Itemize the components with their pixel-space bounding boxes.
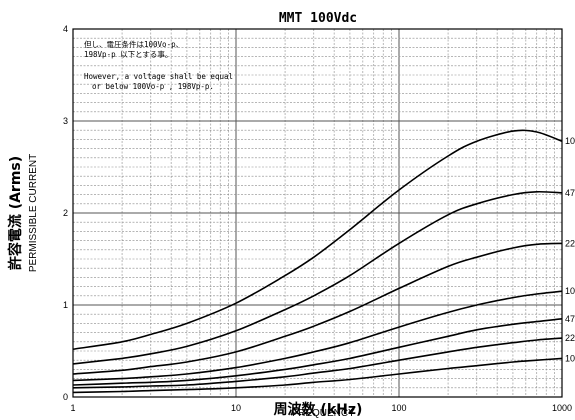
series-line: [72, 357, 563, 394]
annotation-line-1: 但し、電圧条件は100Vo-p、: [84, 39, 183, 49]
y-axis-label-jp: 許容電流 (Arms): [7, 156, 24, 270]
y-tick-label: 3: [63, 116, 68, 126]
y-tick-label: 4: [63, 24, 68, 34]
series-label: 47: [565, 314, 575, 324]
series-line: [72, 290, 563, 382]
series-lines: [72, 129, 563, 394]
annotation-line-3: However, a voltage shall be equal: [84, 72, 233, 81]
y-tick-label: 2: [63, 208, 68, 218]
y-axis-label-en: PERMISSIBLE CURRENT: [28, 154, 39, 272]
series-line: [72, 337, 563, 389]
series-line: [72, 318, 563, 386]
series-label: 10: [565, 353, 575, 363]
grid: [72, 29, 563, 397]
series-line: [72, 190, 563, 365]
x-tick-label: 1: [70, 403, 75, 413]
plot-frame: [72, 28, 563, 398]
series-label: 10: [565, 286, 575, 296]
annotation-line-2: 198Vp-p 以下とする事。: [84, 49, 172, 59]
series-line: [72, 129, 563, 350]
series-label: 10: [565, 136, 575, 146]
x-axis-label-jp: 周波数 (kHz): [274, 401, 363, 418]
series-line: [72, 242, 563, 375]
x-tick-label: 10: [231, 403, 241, 413]
series-label: 47: [565, 188, 575, 198]
annotation-line-4: or below 100Vo-p , 198Vp-p.: [92, 82, 214, 91]
y-tick-label: 1: [63, 300, 68, 310]
x-tick-label: 1000: [552, 403, 572, 413]
chart-title: MMT 100Vdc: [279, 11, 357, 26]
series-label: 22: [565, 333, 575, 343]
x-tick-label: 100: [391, 403, 406, 413]
y-tick-label: 0: [63, 392, 68, 402]
series-label: 22: [565, 238, 575, 248]
x-axis-label-en: FREQUENCY: [292, 408, 355, 419]
series-labels: 10 47 22 10 47 22 10: [565, 136, 575, 363]
